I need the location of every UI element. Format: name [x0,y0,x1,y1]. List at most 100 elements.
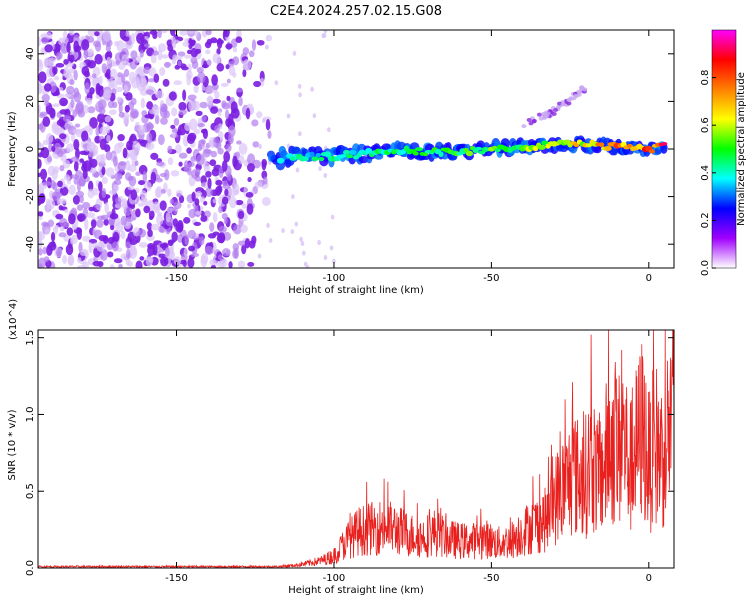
noise-blob [63,174,71,181]
noise-blob [167,239,175,244]
noise-blob [159,243,168,249]
noise-blob [90,166,97,174]
ridge-core [463,147,469,152]
noise-blob [64,93,71,98]
spectrogram-heatmap [38,30,668,268]
colorbar-tick-label: 0.4 [700,165,711,181]
noise-blob [100,153,106,165]
branch-blob [579,85,585,90]
snr-frame [37,329,675,569]
noise-blob [173,207,178,215]
noise-blob [206,59,212,67]
noise-blob [182,89,187,101]
noise-blob [120,215,128,226]
noise-blob [138,242,148,248]
noise-blob [224,188,229,197]
noise-blob [225,143,232,153]
noise-blob [233,189,240,196]
noise-blob [59,97,68,107]
noise-blob [68,254,74,266]
noise-blob [223,151,231,163]
noise-blob [246,203,254,215]
noise-blob [223,217,228,225]
ridge-core [598,142,605,148]
noise-blob [140,75,147,87]
noise-blob [124,104,130,113]
noise-blob [171,231,178,242]
noise-blob [44,44,53,53]
spectrogram-ylabel: Frequency (Hz) [7,111,18,187]
noise-blob [47,165,55,177]
noise-blob [196,66,204,74]
branch-blob [536,112,542,117]
noise-blob [68,213,76,225]
noise-blob [117,161,126,172]
noise-blob [43,83,52,92]
noise-blob [223,30,230,38]
noise-blob [317,239,321,245]
noise-blob [78,178,86,187]
noise-blob [51,145,56,152]
ridge-core [311,156,319,162]
noise-blob [109,264,115,268]
noise-blob [40,36,49,45]
noise-blob [118,102,123,114]
noise-blob [241,203,247,209]
noise-blob [210,37,218,44]
noise-blob [66,227,74,236]
noise-blob [214,124,220,134]
noise-blob [87,180,94,192]
noise-blob [312,113,317,119]
noise-blob [318,166,322,172]
spectrogram-xlabel: Height of straight line (km) [288,285,424,296]
noise-blob [114,52,124,63]
noise-blob [232,155,238,168]
noise-blob [89,87,95,95]
noise-blob [59,225,65,232]
noise-blob [142,197,148,206]
noise-blob [137,202,145,207]
noise-blob [163,225,170,230]
noise-blob [54,91,60,96]
noise-blob [187,63,192,73]
noise-blob [150,171,157,184]
ridge-core [661,141,668,146]
noise-blob [150,53,157,64]
noise-blob [95,126,100,137]
noise-blob [55,192,63,198]
noise-blob [98,75,103,86]
noise-blob [52,66,58,75]
noise-blob [117,72,123,78]
noise-blob [240,224,248,233]
noise-blob [152,31,158,40]
noise-blob [57,180,63,188]
noise-blob [113,258,123,264]
noise-blob [242,47,250,55]
noise-blob [253,80,262,88]
ridge-core [346,154,354,159]
noise-blob [76,204,84,211]
noise-blob [43,256,50,263]
noise-blob [43,57,49,68]
noise-blob [104,202,109,214]
noise-blob [215,179,223,186]
snr-panel: -150 -100 -50 0 0.0 0.5 1.0 1.5 Height of strai… [7,299,675,596]
branch-blob [521,124,527,129]
noise-blob [189,118,198,131]
noise-blob [134,160,139,167]
noise-blob [178,161,183,167]
noise-blob [98,181,103,192]
noise-blob [194,30,199,37]
noise-blob [265,44,269,50]
noise-blob [132,141,141,154]
noise-blob [226,172,232,182]
noise-blob [48,57,56,64]
noise-blob [81,66,90,76]
noise-blob [266,222,270,228]
noise-blob [84,82,90,95]
ridge-core [318,156,325,162]
noise-blob [252,141,260,148]
noise-blob [182,259,187,268]
noise-blob [204,245,214,255]
noise-blob [66,42,71,53]
